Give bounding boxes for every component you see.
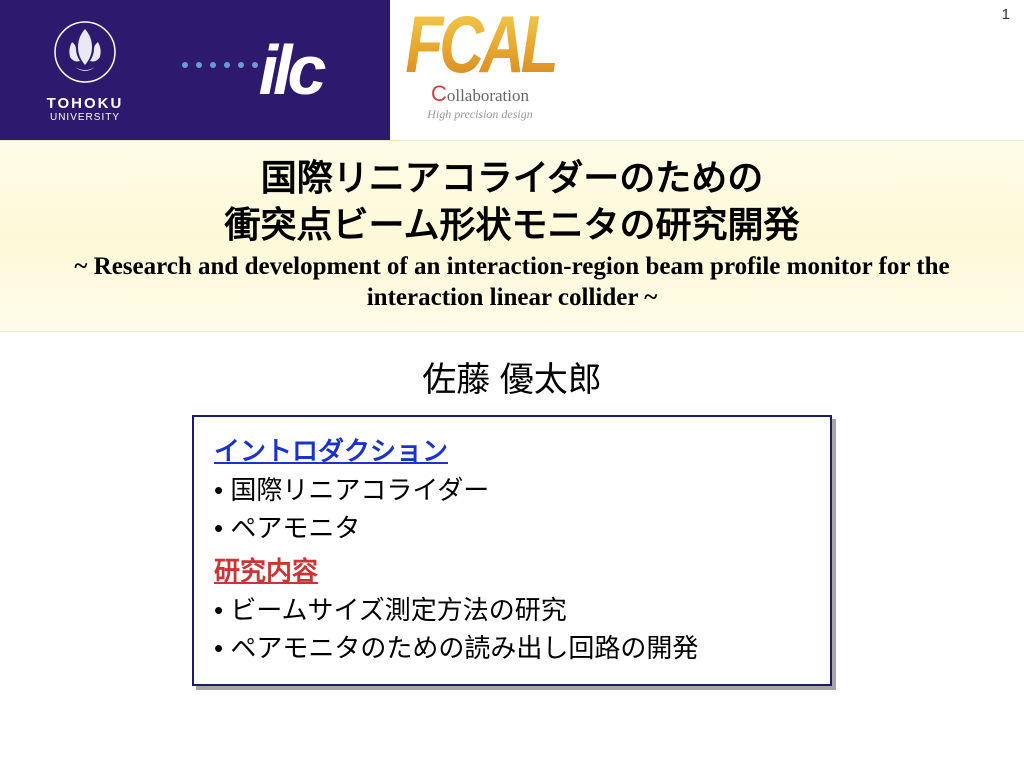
- toc-item: • ビームサイズ測定方法の研究: [214, 592, 810, 630]
- page-number: 1: [1002, 6, 1010, 23]
- toc-item: • 国際リニアコライダー: [214, 472, 810, 510]
- toc-item-text: ペアモニタ: [230, 513, 360, 543]
- ilc-dots-icon: [182, 62, 258, 68]
- fcal-subtitle: High precision design: [427, 107, 533, 122]
- logos-row: TOHOKU UNIVERSITY ilc FCAL Collaboration…: [0, 0, 1024, 140]
- toc-item-text: ペアモニタのための読み出し回路の開発: [230, 633, 698, 663]
- title-line1: 国際リニアコライダーのための: [20, 155, 1004, 202]
- toc-heading-research: 研究内容: [214, 551, 810, 588]
- tohoku-logo: TOHOKU UNIVERSITY: [0, 0, 170, 140]
- tohoku-subtitle: UNIVERSITY: [50, 112, 120, 123]
- tohoku-emblem-icon: [50, 17, 120, 87]
- title-block: 国際リニアコライダーのための 衝突点ビーム形状モニタの研究開発 ~ Resear…: [0, 140, 1024, 332]
- toc-item-text: 国際リニアコライダー: [230, 475, 489, 505]
- toc-item: • ペアモニタ: [214, 510, 810, 548]
- title-english: ~ Research and development of an interac…: [20, 251, 1004, 314]
- fcal-text: FCAL: [405, 9, 554, 82]
- ilc-text: ilc: [259, 30, 322, 110]
- title-line2: 衝突点ビーム形状モニタの研究開発: [20, 202, 1004, 249]
- tohoku-name: TOHOKU: [47, 95, 124, 112]
- toc-item-text: ビームサイズ測定方法の研究: [230, 595, 566, 625]
- toc-heading-intro: イントロダクション: [214, 431, 810, 468]
- toc-item: • ペアモニタのための読み出し回路の開発: [214, 630, 810, 668]
- fcal-logo: FCAL Collaboration High precision design: [390, 0, 570, 140]
- ilc-logo: ilc: [170, 0, 390, 140]
- toc-box: イントロダクション • 国際リニアコライダー • ペアモニタ 研究内容 • ビー…: [192, 415, 832, 686]
- author-name: 佐藤 優太郎: [0, 352, 1024, 401]
